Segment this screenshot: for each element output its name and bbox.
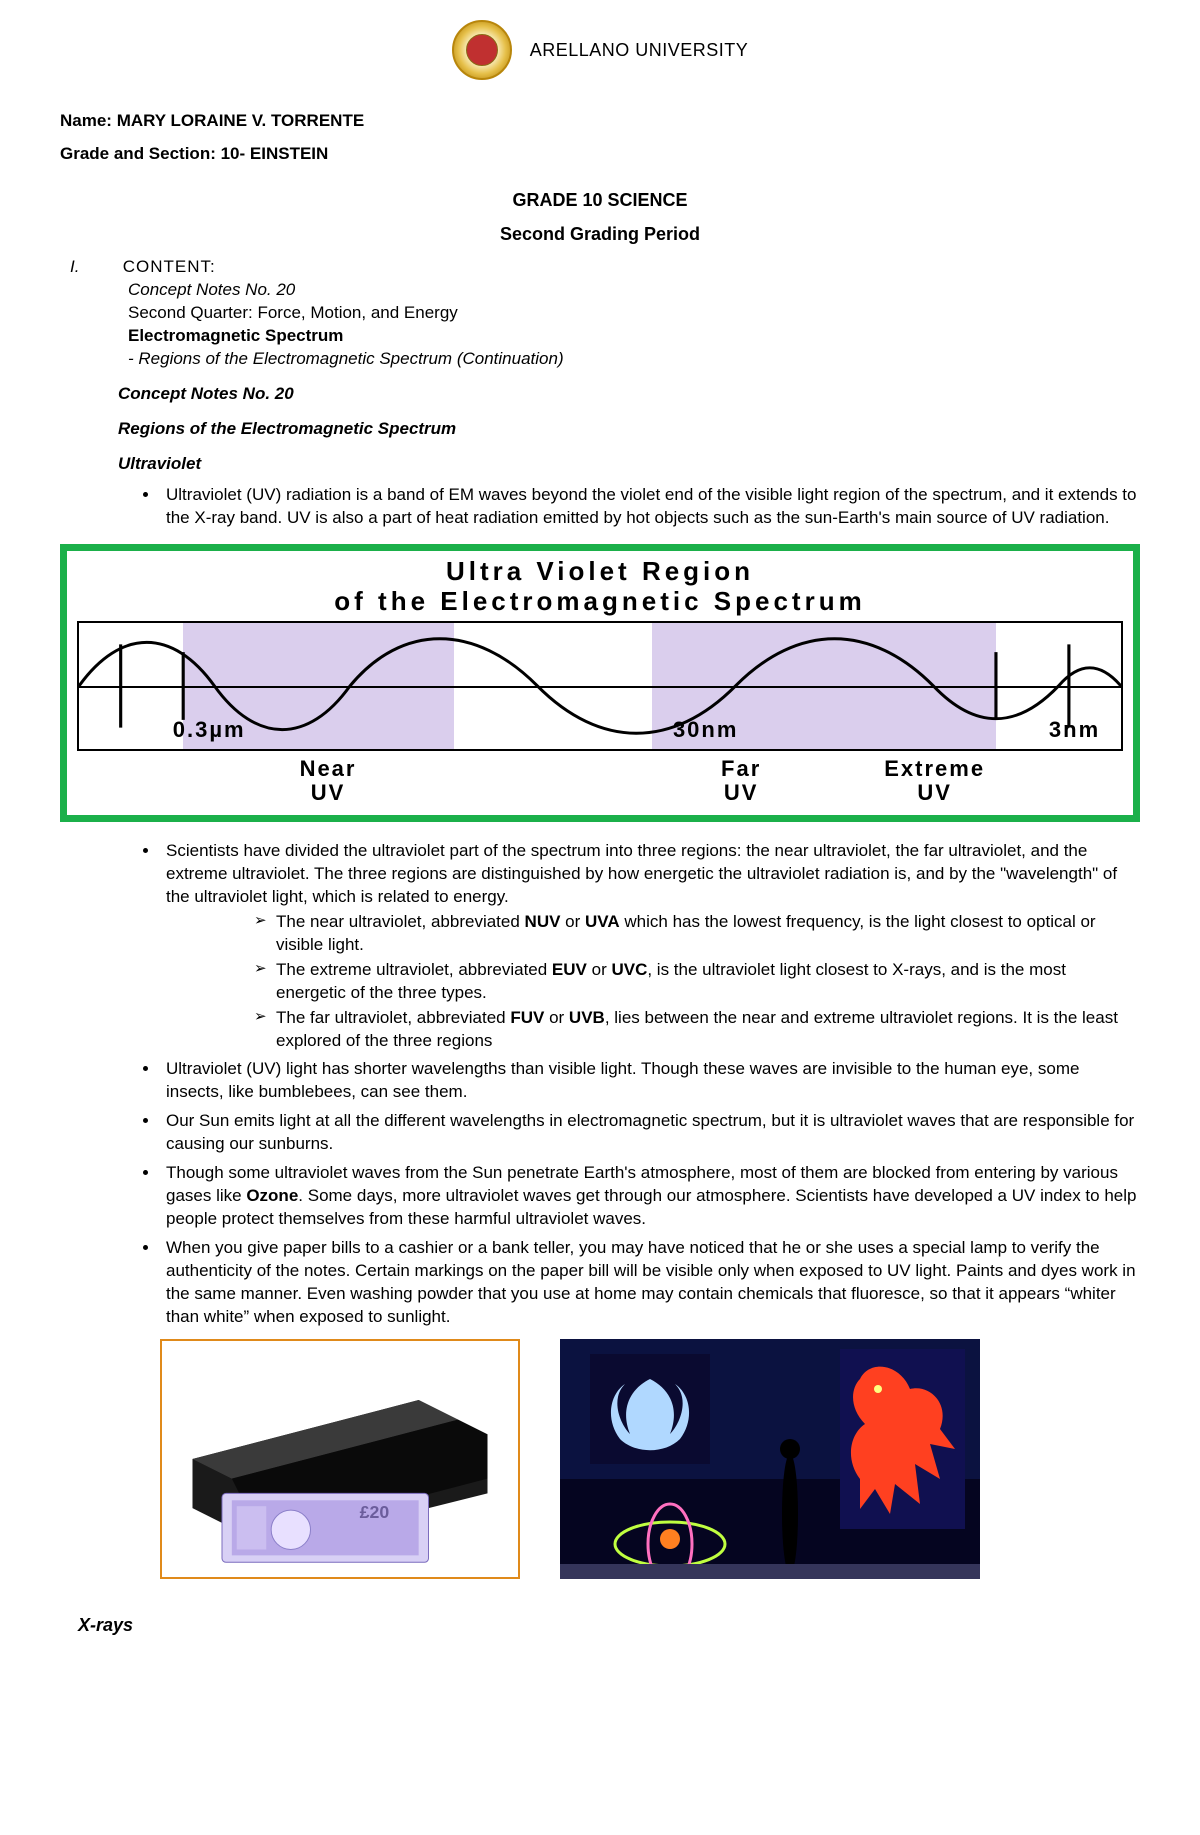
content-section: I. CONTENT: Concept Notes No. 20 Second … — [70, 256, 1140, 371]
regions-heading: Regions of the Electromagnetic Spectrum — [118, 418, 1140, 441]
uv-intro-list: Ultraviolet (UV) radiation is a band of … — [160, 484, 1140, 530]
course-title: GRADE 10 SCIENCE — [60, 188, 1140, 212]
name-value: MARY LORAINE V. TORRENTE — [117, 111, 364, 130]
uv-region-far-text: Far UV — [721, 756, 761, 805]
grade-value: 10- EINSTEIN — [221, 144, 329, 163]
uv-sub-nuv: The near ultraviolet, abbreviated NUV or… — [254, 911, 1140, 957]
quarter-line: Second Quarter: Force, Motion, and Energ… — [128, 302, 1140, 325]
xrays-heading: X-rays — [78, 1613, 1140, 1637]
uv-intro-bullet: Ultraviolet (UV) radiation is a band of … — [160, 484, 1140, 530]
content-details: Concept Notes No. 20 Second Quarter: For… — [128, 279, 1140, 371]
uv-sub-euv: The extreme ultraviolet, abbreviated EUV… — [254, 959, 1140, 1005]
uv-region-far: Far UV — [663, 757, 820, 805]
concept-note-number: Concept Notes No. 20 — [128, 279, 1140, 302]
uv-sub-fuv: The far ultraviolet, abbreviated FUV or … — [254, 1007, 1140, 1053]
svg-text:£20: £20 — [360, 1502, 390, 1522]
uv-region-labels-row: Near UV Far UV Extreme UV — [77, 757, 1123, 805]
uv-subregions-list: The near ultraviolet, abbreviated NUV or… — [254, 911, 1140, 1053]
uv-region-extreme: Extreme UV — [820, 757, 1050, 805]
roman-numeral: I. — [70, 256, 118, 279]
topic-line: Electromagnetic Spectrum — [128, 325, 1140, 348]
uv-detail-fluorescence: When you give paper bills to a cashier o… — [160, 1237, 1140, 1329]
uv-scale-right: 3nm — [1049, 715, 1100, 745]
document-header: ARELLANO UNIVERSITY — [60, 20, 1140, 80]
grading-period: Second Grading Period — [60, 222, 1140, 246]
uv-title-line2: of the Electromagnetic Spectrum — [334, 586, 865, 616]
name-label: Name: — [60, 111, 117, 130]
grade-label: Grade and Section: — [60, 144, 221, 163]
uv-detail-ozone: Though some ultraviolet waves from the S… — [160, 1162, 1140, 1231]
uv-detail-sun: Our Sun emits light at all the different… — [160, 1110, 1140, 1156]
university-seal-icon — [452, 20, 512, 80]
subtopic-line: - Regions of the Electromagnetic Spectru… — [128, 348, 1140, 371]
uv-detail-regions-text: Scientists have divided the ultraviolet … — [166, 841, 1117, 906]
uv-region-near-text: Near UV — [300, 756, 357, 805]
ultraviolet-heading: Ultraviolet — [118, 453, 1140, 476]
uv-region-extreme-text: Extreme UV — [884, 756, 985, 805]
uv-scale-mid: 30nm — [673, 715, 738, 745]
uv-region-near: Near UV — [223, 757, 432, 805]
content-label: CONTENT: — [123, 257, 216, 276]
uv-spectrum-figure: Ultra Violet Region of the Electromagnet… — [60, 544, 1140, 822]
uv-money-detector-image: £20 — [160, 1339, 520, 1579]
uv-art-gallery-image — [560, 1339, 980, 1579]
uv-scale-left: 0.3µm — [173, 715, 246, 745]
content-line-1: I. CONTENT: — [70, 256, 1140, 279]
uv-title-line1: Ultra Violet Region — [446, 556, 754, 586]
student-name-line: Name: MARY LORAINE V. TORRENTE — [60, 110, 1140, 133]
uv-detail-wavelength: Ultraviolet (UV) light has shorter wavel… — [160, 1058, 1140, 1104]
student-grade-line: Grade and Section: 10- EINSTEIN — [60, 143, 1140, 166]
university-name: ARELLANO UNIVERSITY — [530, 38, 749, 62]
uv-photo-row: £20 — [160, 1339, 1140, 1579]
uv-figure-title: Ultra Violet Region of the Electromagnet… — [77, 557, 1123, 617]
uv-wave-box: 0.3µm 30nm 3nm — [77, 621, 1123, 751]
uv-detail-regions: Scientists have divided the ultraviolet … — [160, 840, 1140, 1052]
uv-details-list: Scientists have divided the ultraviolet … — [160, 840, 1140, 1329]
concept-notes-heading: Concept Notes No. 20 — [118, 383, 1140, 406]
